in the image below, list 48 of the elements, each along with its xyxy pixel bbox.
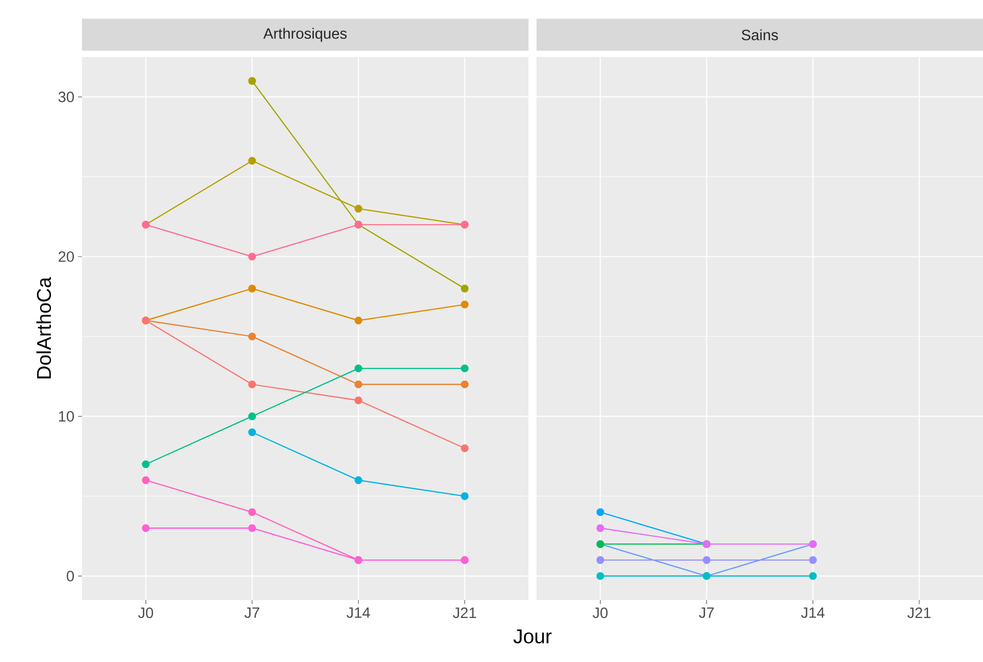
x-tick-label: J7: [244, 608, 260, 618]
y-tick-label: 20: [58, 251, 74, 262]
y-tick-label: 30: [58, 92, 74, 102]
point: [596, 556, 604, 564]
y-tick-label: 0: [66, 570, 74, 582]
point: [354, 204, 362, 213]
point: [460, 364, 469, 372]
point: [248, 252, 256, 261]
x-tick-label: J14: [801, 608, 825, 618]
chart-title: Arthrosiques: [263, 28, 347, 42]
point: [460, 300, 469, 308]
point: [248, 156, 256, 165]
point: [354, 364, 362, 372]
chart-title: Sains: [742, 29, 778, 40]
y-axis-title: DolArthoCa: [36, 277, 52, 378]
point: [354, 316, 362, 324]
point: [460, 284, 469, 292]
x-tick-label: J14: [346, 608, 370, 618]
point: [142, 460, 150, 468]
point: [354, 476, 362, 484]
point: [248, 77, 256, 85]
point: [354, 396, 362, 404]
point: [460, 380, 469, 388]
point: [142, 524, 150, 532]
point: [460, 492, 469, 500]
point: [248, 508, 256, 516]
point: [248, 412, 256, 420]
point: [596, 508, 604, 516]
point: [248, 332, 256, 340]
point: [596, 524, 604, 532]
point: [460, 444, 469, 452]
point: [809, 556, 817, 564]
x-axis-title: Jour: [513, 630, 552, 644]
point: [248, 428, 256, 436]
x-tick-label: J21: [452, 608, 476, 618]
point: [809, 572, 817, 580]
point: [248, 380, 256, 388]
x-tick-label: J7: [698, 608, 714, 618]
point: [142, 476, 150, 484]
x-tick-label: J0: [138, 608, 154, 618]
point: [354, 380, 362, 388]
point: [248, 524, 256, 532]
y-tick-label: 10: [59, 411, 74, 422]
point: [248, 284, 256, 292]
point: [702, 556, 711, 564]
x-tick-label: J0: [592, 608, 608, 618]
x-tick-label: J21: [907, 608, 931, 618]
point: [596, 572, 604, 580]
